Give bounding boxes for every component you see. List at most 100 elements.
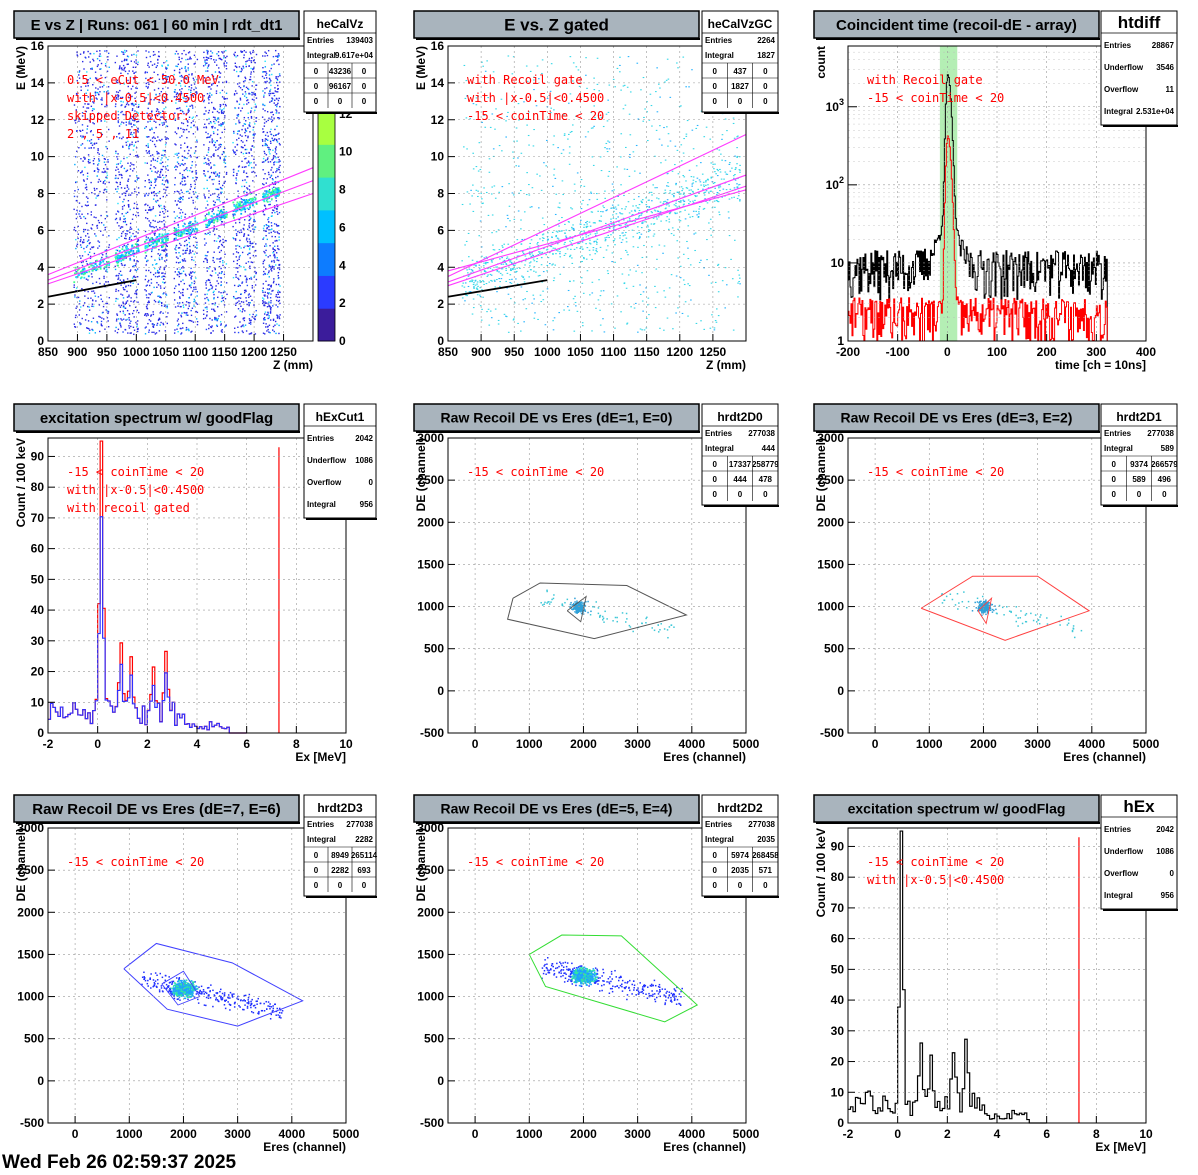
heatmap-cell: [216, 53, 218, 55]
heatmap-cell: [123, 282, 126, 285]
heatmap-cell: [126, 186, 129, 188]
heatmap-cell: [278, 63, 280, 66]
heatmap-cell: [106, 302, 109, 305]
heatmap-cell: [269, 297, 272, 299]
heatmap-cell: [206, 293, 208, 295]
heatmap-cell: [188, 252, 190, 255]
heatmap-cell: [175, 232, 178, 234]
heatmap-cell: [241, 330, 244, 332]
heatmap-cell: [215, 146, 217, 148]
scatter-point: [625, 237, 628, 239]
heatmap-cell: [250, 261, 252, 263]
heatmap-cell: [220, 215, 223, 217]
heatmap-cell: [180, 144, 182, 146]
heatmap-cell: [250, 110, 252, 112]
heatmap-cell: [86, 128, 88, 130]
heatmap-cell: [158, 300, 161, 302]
heatmap-cell: [271, 329, 274, 331]
heatmap-cell: [264, 295, 266, 297]
heatmap-cell: [102, 181, 105, 183]
heatmap-cell: [120, 104, 122, 107]
heatmap-cell: [174, 233, 177, 236]
heatmap-cell: [156, 195, 158, 197]
heatmap-cell: [165, 249, 168, 251]
heatmap-cell: [87, 103, 89, 105]
heatmap-cell: [272, 266, 274, 269]
heatmap-cell: [196, 58, 199, 61]
scatter-point: [638, 212, 640, 214]
heatmap-cell: [177, 113, 179, 116]
heatmap-cell: [93, 102, 95, 104]
heatmap-cell: [137, 140, 139, 143]
scatter-point: [494, 197, 497, 199]
heatmap-cell: [163, 268, 166, 271]
heatmap-cell: [220, 191, 222, 194]
heatmap-cell: [174, 248, 176, 250]
heatmap-cell: [270, 300, 272, 302]
heatmap-cell: [244, 128, 247, 130]
heatmap-cell: [135, 71, 137, 73]
heatmap-cell: [240, 139, 243, 142]
heatmap-cell: [206, 58, 208, 61]
heatmap-cell: [80, 246, 83, 248]
heatmap-cell: [276, 110, 278, 112]
heatmap-cell: [264, 301, 266, 303]
heatmap-cell: [237, 326, 239, 328]
heatmap-cell: [236, 83, 239, 85]
heatmap-cell: [192, 199, 194, 202]
heatmap-cell: [219, 57, 221, 60]
heatmap-cell: [206, 154, 208, 156]
heatmap-cell: [164, 76, 167, 79]
heatmap-cell: [84, 158, 86, 160]
heatmap-cell: [157, 136, 159, 138]
heatmap-cell: [233, 297, 235, 299]
heatmap-cell: [238, 221, 241, 224]
heatmap-cell: [159, 176, 162, 179]
heatmap-cell: [174, 228, 177, 231]
heatmap-cell: [268, 324, 271, 326]
heatmap-cell: [78, 309, 81, 311]
heatmap-cell: [218, 235, 220, 237]
heatmap-cell: [251, 98, 254, 101]
heatmap-cell: [156, 108, 158, 110]
heatmap-cell: [84, 290, 86, 292]
heatmap-cell: [206, 187, 208, 190]
heatmap-cell: [251, 287, 254, 289]
heatmap-cell: [216, 218, 219, 221]
heatmap-cell: [117, 255, 120, 258]
scatter-point: [719, 189, 721, 192]
heatmap-cell: [266, 292, 269, 294]
scatter-point: [483, 114, 485, 116]
heatmap-cell: [267, 171, 270, 174]
heatmap-cell: [162, 323, 165, 326]
heatmap-cell: [88, 140, 91, 142]
heatmap-cell: [222, 264, 224, 267]
heatmap-cell: [95, 87, 97, 89]
heatmap-cell: [275, 283, 278, 286]
heatmap-cell: [196, 323, 199, 326]
heatmap-cell: [78, 74, 80, 76]
heatmap-cell: [264, 60, 266, 63]
heatmap-cell: [193, 259, 195, 262]
heatmap-cell: [262, 210, 264, 213]
heatmap-cell: [248, 215, 251, 218]
heatmap-cell: [254, 171, 256, 174]
heatmap-cell: [192, 120, 194, 122]
heatmap-cell: [104, 229, 106, 231]
scatter-point: [581, 246, 583, 248]
heatmap-cell: [209, 194, 212, 196]
scatter-point: [472, 298, 475, 300]
heatmap-cell: [124, 307, 127, 309]
heatmap-cell: [130, 320, 132, 322]
heatmap-cell: [221, 89, 224, 92]
heatmap-cell: [89, 77, 91, 80]
heatmap-cell: [156, 64, 158, 67]
heatmap-cell: [240, 212, 243, 215]
heatmap-cell: [275, 91, 277, 93]
heatmap-cell: [204, 61, 206, 63]
heatmap-cell: [270, 267, 273, 270]
heatmap-cell: [155, 178, 158, 180]
heatmap-cell: [79, 97, 82, 99]
heatmap-cell: [101, 154, 104, 157]
heatmap-cell: [157, 62, 159, 64]
